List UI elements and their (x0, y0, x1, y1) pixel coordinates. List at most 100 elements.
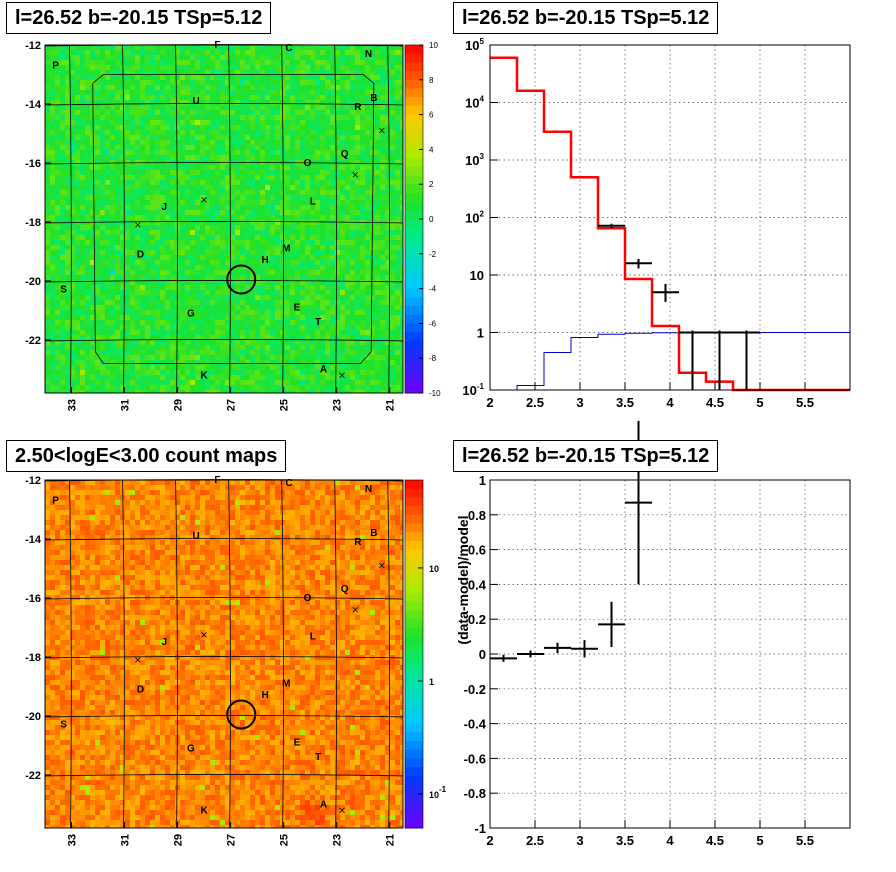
heatmap-cell (185, 290, 190, 295)
heatmap-cell (390, 150, 395, 155)
heatmap-cell (380, 380, 385, 385)
heatmap-cell (275, 125, 280, 130)
heatmap-cell (350, 275, 355, 280)
heatmap-cell (105, 355, 110, 360)
heatmap-cell (80, 80, 85, 85)
heatmap-cell (60, 140, 65, 145)
heatmap-cell (170, 370, 175, 375)
heatmap-cell (285, 295, 290, 300)
heatmap-cell (225, 340, 230, 345)
heatmap-cell (210, 165, 215, 170)
heatmap-cell (185, 110, 190, 115)
heatmap-cell (125, 245, 130, 250)
heatmap-cell (110, 325, 115, 330)
heatmap-cell (195, 225, 200, 230)
heatmap-cell (400, 200, 403, 205)
heatmap-cell (355, 160, 360, 165)
heatmap-cell (155, 60, 160, 65)
heatmap-cell (100, 190, 105, 195)
heatmap-cell (110, 385, 115, 390)
heatmap-cell (390, 85, 395, 90)
heatmap-cell (185, 280, 190, 285)
heatmap-cell (225, 205, 230, 210)
heatmap-cell (75, 175, 80, 180)
heatmap-cell (250, 310, 255, 315)
heatmap-cell (345, 205, 350, 210)
heatmap-cell (320, 325, 325, 330)
heatmap-cell (225, 265, 230, 270)
heatmap-cell (355, 115, 360, 120)
heatmap-cell (75, 55, 80, 60)
heatmap-cell (275, 75, 280, 80)
heatmap-cell (340, 160, 345, 165)
heatmap-cell (235, 305, 240, 310)
heatmap-cell (320, 70, 325, 75)
heatmap-cell (255, 100, 260, 105)
heatmap-cell (300, 315, 305, 320)
heatmap-cell (160, 215, 165, 220)
heatmap-cell (215, 120, 220, 125)
heatmap-cell (280, 185, 285, 190)
heatmap-cell (185, 265, 190, 270)
heatmap-cell (365, 265, 370, 270)
heatmap-cell (255, 260, 260, 265)
heatmap-cell (275, 320, 280, 325)
heatmap-cell (45, 275, 50, 280)
heatmap-cell (215, 110, 220, 115)
heatmap-cell (265, 265, 270, 270)
heatmap-cell (300, 140, 305, 145)
heatmap-cell (250, 80, 255, 85)
heatmap-cell (70, 165, 75, 170)
heatmap-cell (105, 135, 110, 140)
heatmap-cell (300, 195, 305, 200)
heatmap-cell (190, 180, 195, 185)
heatmap-cell (200, 200, 205, 205)
heatmap-cell (130, 70, 135, 75)
heatmap-cell (75, 370, 80, 375)
heatmap-cell (375, 235, 380, 240)
heatmap-cell (110, 220, 115, 225)
heatmap-cell (165, 315, 170, 320)
heatmap-cell (280, 235, 285, 240)
heatmap-cell (100, 105, 105, 110)
heatmap-cell (245, 140, 250, 145)
heatmap-cell (315, 175, 320, 180)
heatmap-cell (395, 160, 400, 165)
heatmap-cell (55, 325, 60, 330)
heatmap-cell (260, 230, 265, 235)
heatmap-cell (80, 275, 85, 280)
heatmap-cell (110, 245, 115, 250)
heatmap-cell (200, 190, 205, 195)
heatmap-cell (250, 60, 255, 65)
heatmap-cell (185, 140, 190, 145)
heatmap-cell (285, 230, 290, 235)
heatmap-cell (320, 50, 325, 55)
heatmap-cell (315, 110, 320, 115)
heatmap-cell (265, 165, 270, 170)
heatmap-cell (250, 255, 255, 260)
heatmap-cell (210, 185, 215, 190)
heatmap-cell (115, 190, 120, 195)
heatmap-cell (260, 365, 265, 370)
heatmap-cell (325, 150, 330, 155)
heatmap-cell (165, 105, 170, 110)
heatmap-cell (150, 290, 155, 295)
heatmap-cell (185, 180, 190, 185)
heatmap-cell (395, 75, 400, 80)
heatmap-cell (225, 380, 230, 385)
heatmap-cell (300, 260, 305, 265)
heatmap-cell (240, 230, 245, 235)
heatmap-cell (240, 270, 245, 275)
heatmap-cell (105, 75, 110, 80)
heatmap-cell (75, 95, 80, 100)
heatmap-cell (260, 345, 265, 350)
heatmap-cell (155, 315, 160, 320)
heatmap-cell (390, 70, 395, 75)
heatmap-cell (55, 160, 60, 165)
heatmap-cell (210, 220, 215, 225)
heatmap-cell (195, 55, 200, 60)
heatmap-cell (205, 80, 210, 85)
heatmap-cell (355, 155, 360, 160)
heatmap-cell (145, 350, 150, 355)
heatmap-cell (335, 370, 340, 375)
